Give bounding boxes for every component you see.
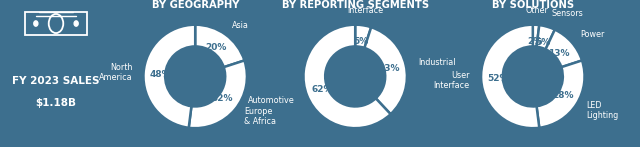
Wedge shape bbox=[195, 25, 244, 67]
Text: Automotive: Automotive bbox=[248, 96, 295, 105]
Title: BY GEOGRAPHY: BY GEOGRAPHY bbox=[152, 0, 239, 10]
Circle shape bbox=[74, 21, 78, 26]
Wedge shape bbox=[481, 25, 540, 128]
Text: 5%: 5% bbox=[535, 38, 550, 47]
Wedge shape bbox=[189, 60, 247, 128]
Text: Power: Power bbox=[580, 30, 605, 39]
Text: User
Interface: User Interface bbox=[434, 71, 470, 90]
Text: Asia: Asia bbox=[232, 21, 249, 30]
Text: FY 2023 SALES: FY 2023 SALES bbox=[12, 76, 100, 86]
Text: Interface: Interface bbox=[348, 5, 384, 15]
Text: Other: Other bbox=[525, 6, 548, 15]
Text: 32%: 32% bbox=[212, 94, 233, 103]
Wedge shape bbox=[364, 27, 407, 114]
Text: Sensors: Sensors bbox=[551, 9, 583, 18]
Text: 52%: 52% bbox=[487, 74, 508, 83]
Text: Industrial: Industrial bbox=[419, 58, 456, 67]
Circle shape bbox=[34, 21, 38, 26]
Title: BY SOLUTIONS: BY SOLUTIONS bbox=[492, 0, 574, 10]
Text: 2%: 2% bbox=[527, 37, 543, 46]
Text: 13%: 13% bbox=[548, 49, 570, 58]
Wedge shape bbox=[545, 30, 582, 67]
Wedge shape bbox=[355, 25, 371, 48]
Wedge shape bbox=[143, 25, 195, 128]
Text: Europe
& Africa: Europe & Africa bbox=[244, 107, 276, 126]
Text: North
America: North America bbox=[99, 63, 132, 82]
Text: 48%: 48% bbox=[149, 70, 171, 79]
Wedge shape bbox=[303, 25, 390, 128]
Text: $1.18B: $1.18B bbox=[35, 98, 77, 108]
Text: 62%: 62% bbox=[312, 85, 333, 94]
Text: 5%: 5% bbox=[353, 37, 369, 46]
Title: BY REPORTING SEGMENTS: BY REPORTING SEGMENTS bbox=[282, 0, 429, 10]
Text: 20%: 20% bbox=[205, 44, 227, 52]
Text: 28%: 28% bbox=[552, 91, 573, 100]
Wedge shape bbox=[536, 25, 555, 49]
Text: 33%: 33% bbox=[379, 64, 400, 73]
Wedge shape bbox=[532, 25, 540, 47]
Text: LED
Lighting: LED Lighting bbox=[586, 101, 618, 120]
Wedge shape bbox=[536, 60, 584, 128]
